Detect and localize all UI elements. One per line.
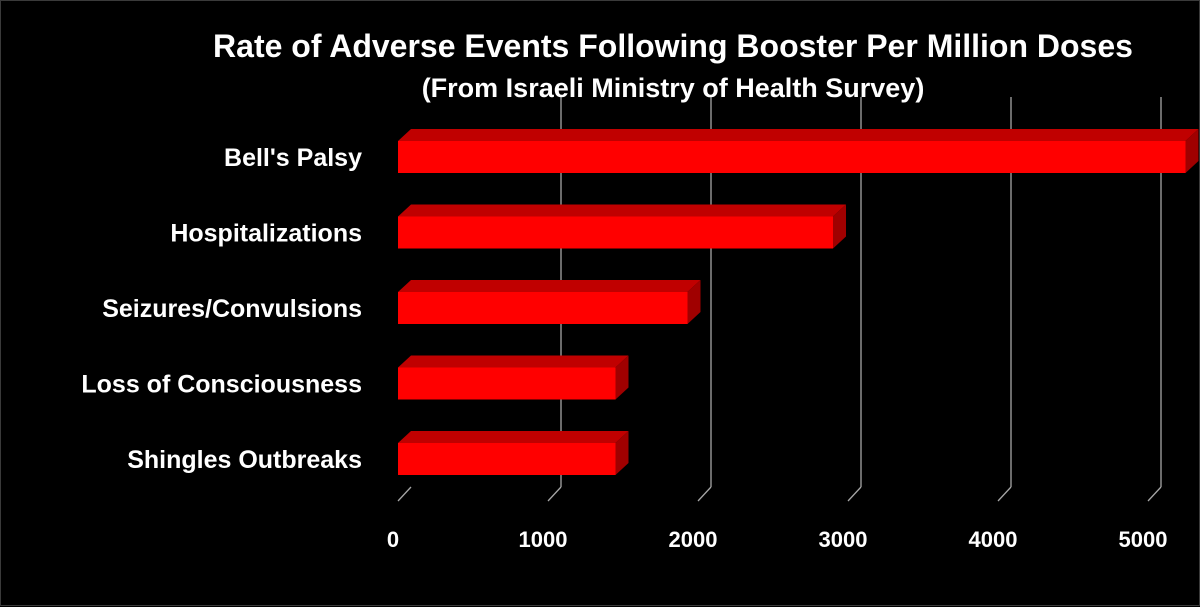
bar-top-face [398, 204, 846, 217]
x-tick-label: 5000 [1119, 527, 1168, 552]
bar [398, 204, 846, 249]
category-label: Loss of Consciousness [81, 371, 362, 399]
category-label: Shingles Outbreaks [127, 446, 362, 474]
gridline-floor [697, 486, 712, 502]
gridline-floor [847, 486, 862, 502]
bar-front-face [398, 216, 833, 249]
chart-title: Rate of Adverse Events Following Booster… [213, 28, 1133, 64]
bar [398, 129, 1199, 173]
bar [398, 431, 629, 475]
category-label: Hospitalizations [170, 220, 362, 248]
chart-subtitle: (From Israeli Ministry of Health Survey) [422, 73, 925, 103]
bar-side-face [687, 280, 701, 324]
bar-front-face [398, 292, 688, 324]
x-tick-label: 2000 [669, 527, 718, 552]
x-tick-label: 4000 [969, 527, 1018, 552]
x-tick-label: 3000 [819, 527, 868, 552]
category-labels: Bell's Palsy Hospitalizations Seizures/Con… [81, 144, 362, 474]
gridline-floor [997, 486, 1012, 502]
bar-side-face [833, 204, 846, 249]
bar-side-face [615, 355, 629, 400]
bar-front-face [398, 443, 616, 475]
bar-top-face [398, 280, 701, 292]
bar-front-face [398, 141, 1186, 173]
gridline-floor [547, 486, 562, 502]
bar-side-face [1185, 129, 1199, 173]
bar [398, 280, 701, 324]
gridline-floor [1147, 486, 1162, 502]
bars [398, 129, 1199, 475]
bar-side-face [615, 431, 629, 475]
x-tick-label: 0 [387, 527, 399, 552]
bar-front-face [398, 367, 616, 400]
category-label: Seizures/Convulsions [102, 295, 362, 323]
bar [398, 355, 629, 400]
gridline-floor [397, 486, 412, 502]
x-axis-tick-labels: 0 1000 2000 3000 4000 5000 [387, 527, 1168, 552]
bar-top-face [398, 431, 629, 443]
bar-top-face [398, 355, 629, 368]
category-label: Bell's Palsy [224, 144, 362, 172]
bar-top-face [398, 129, 1199, 141]
x-tick-label: 1000 [519, 527, 568, 552]
